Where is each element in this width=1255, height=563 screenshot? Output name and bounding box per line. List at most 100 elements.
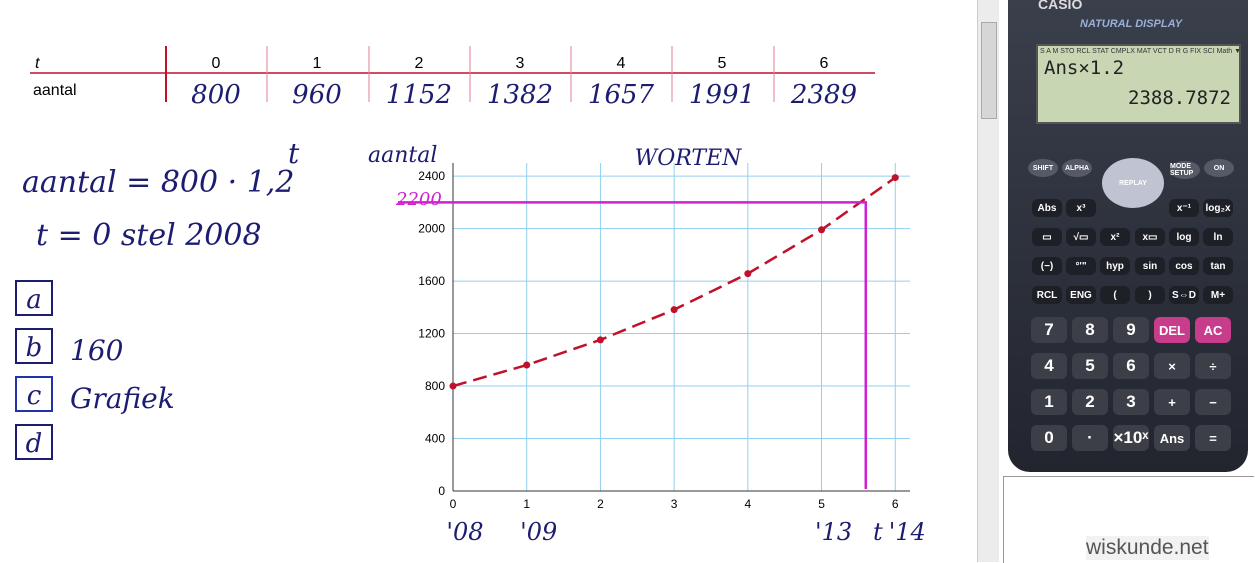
calculator-key[interactable]: DEL (1154, 317, 1190, 343)
calculator-key[interactable]: 1 (1031, 389, 1067, 415)
calculator-key[interactable]: sin (1135, 257, 1165, 275)
calculator-key[interactable]: 7 (1031, 317, 1067, 343)
calculator-key[interactable]: ×10ˣ (1113, 425, 1149, 451)
calculator-key[interactable]: hyp (1100, 257, 1130, 275)
data-point (449, 382, 457, 390)
year-label: '09 (520, 518, 557, 546)
calculator-key[interactable]: ln (1203, 228, 1233, 246)
whiteboard: t 0 1 2 3 4 5 6 aantal 800 960 1152 1382 1657 1991 2389… (15, 46, 926, 546)
calculator-panel: CASIO NATURAL DISPLAY S A M STO RCL STAT… (1000, 0, 1255, 563)
display: S A M STO RCL STAT CMPLX MAT VCT D R G F… (1036, 44, 1241, 124)
calculator-key[interactable]: √▭ (1066, 228, 1096, 246)
calculator-key[interactable]: ▭ (1032, 228, 1062, 246)
x-tick-label: 1 (523, 497, 530, 511)
table-header: 0 (212, 55, 221, 72)
item-answer: Grafiek (70, 382, 175, 415)
calculator-key[interactable]: ÷ (1195, 353, 1231, 379)
calculator-key[interactable]: cos (1169, 257, 1199, 275)
reading-line (398, 201, 868, 489)
calculator-key[interactable]: 4 (1031, 353, 1067, 379)
item-label: d (26, 429, 43, 459)
calculator-key[interactable]: − (1195, 389, 1231, 415)
calculator-key[interactable]: x⁻¹ (1169, 199, 1199, 217)
table-header: t (35, 55, 40, 72)
watermark: wiskunde.net (1086, 536, 1209, 560)
calculator-key[interactable]: 5 (1072, 353, 1108, 379)
table-value: 2389 (790, 80, 857, 110)
table-value: 1382 (487, 80, 553, 110)
item-box (15, 376, 53, 412)
data-point (596, 336, 604, 344)
calculator-key[interactable]: ENG (1066, 286, 1096, 304)
calculator-key[interactable]: 2 (1072, 389, 1108, 415)
calculator-key[interactable]: × (1154, 353, 1190, 379)
calculator-key[interactable]: M+ (1203, 286, 1233, 304)
status-line: S A M STO RCL STAT CMPLX MAT VCT D R G F… (1040, 48, 1239, 55)
calculator-key[interactable]: 0 (1031, 425, 1067, 451)
year-label: t (873, 518, 883, 546)
data-point (891, 174, 899, 182)
calculator-key[interactable]: SHIFT (1028, 159, 1058, 177)
calculator-key[interactable]: ALPHA (1062, 159, 1092, 177)
calculator-key[interactable]: AC (1195, 317, 1231, 343)
data-point (670, 306, 678, 314)
y-tick-label: 800 (425, 379, 445, 393)
calculator-key[interactable]: 8 (1072, 317, 1108, 343)
x-tick-label: 3 (671, 497, 678, 511)
x-tick-label: 2 (597, 497, 604, 511)
calculator-key[interactable]: 6 (1113, 353, 1149, 379)
calculator-key[interactable]: (−) (1032, 257, 1062, 275)
year-label: '13 (815, 518, 852, 546)
scroll-thumb[interactable] (981, 22, 997, 119)
formula: aantal = 800 · 1,2 (22, 165, 294, 200)
calculator-key[interactable]: Ans (1154, 425, 1190, 451)
calculator-key[interactable]: ) (1135, 286, 1165, 304)
x-tick-label: 6 (892, 497, 899, 511)
graph-title: WORTEN (635, 146, 743, 171)
calculator-key[interactable]: log (1169, 228, 1199, 246)
calculator-key[interactable]: log₂x (1203, 199, 1233, 217)
data-point (523, 361, 531, 369)
panel-footer (1003, 476, 1254, 563)
table-value: 800 (191, 80, 241, 110)
year-label: '08 (446, 518, 483, 546)
calculator-key[interactable]: ( (1100, 286, 1130, 304)
table-value: 1152 (386, 80, 452, 110)
item-box (15, 424, 53, 460)
calculator-key[interactable]: 3 (1113, 389, 1149, 415)
x-tick-label: 4 (744, 497, 751, 511)
calculator-key[interactable]: 9 (1113, 317, 1149, 343)
table-header: 6 (820, 55, 829, 72)
y-tick-label: 1600 (418, 274, 445, 288)
calculator-key[interactable]: °'" (1066, 257, 1096, 275)
display-result: 2388.7872 (1128, 87, 1231, 109)
y-tick-label: 400 (425, 432, 445, 446)
reading-label: 2200 (395, 189, 442, 210)
y-tick-label: 1200 (418, 327, 445, 341)
calculator-key[interactable]: ON (1204, 159, 1234, 177)
year-label: '14 (889, 518, 926, 546)
table-value: 960 (292, 80, 342, 110)
table-header: 2 (415, 55, 424, 72)
calculator-key[interactable]: REPLAY (1102, 158, 1164, 208)
model: NATURAL DISPLAY (1080, 18, 1183, 30)
calculator-key[interactable]: = (1195, 425, 1231, 451)
item-label: a (26, 285, 42, 315)
calculator-key[interactable]: MODE SETUP (1170, 161, 1200, 179)
calculator-key[interactable]: · (1072, 425, 1108, 451)
table-header: 5 (718, 55, 727, 72)
calculator-key[interactable]: RCL (1032, 286, 1062, 304)
scrollbar[interactable] (977, 0, 999, 562)
calculator-key[interactable]: x² (1100, 228, 1130, 246)
data-point (744, 270, 752, 278)
calculator-key[interactable]: x³ (1066, 199, 1096, 217)
calculator-key[interactable]: Abs (1032, 199, 1062, 217)
calculator-key[interactable]: tan (1203, 257, 1233, 275)
y-tick-label: 2000 (418, 222, 445, 236)
calculator-key[interactable]: S⇔D (1169, 286, 1199, 304)
calculator-key[interactable]: + (1154, 389, 1190, 415)
item-label: b (26, 333, 43, 363)
calculator-key[interactable]: x▭ (1135, 228, 1165, 246)
table-header: 1 (313, 55, 322, 72)
